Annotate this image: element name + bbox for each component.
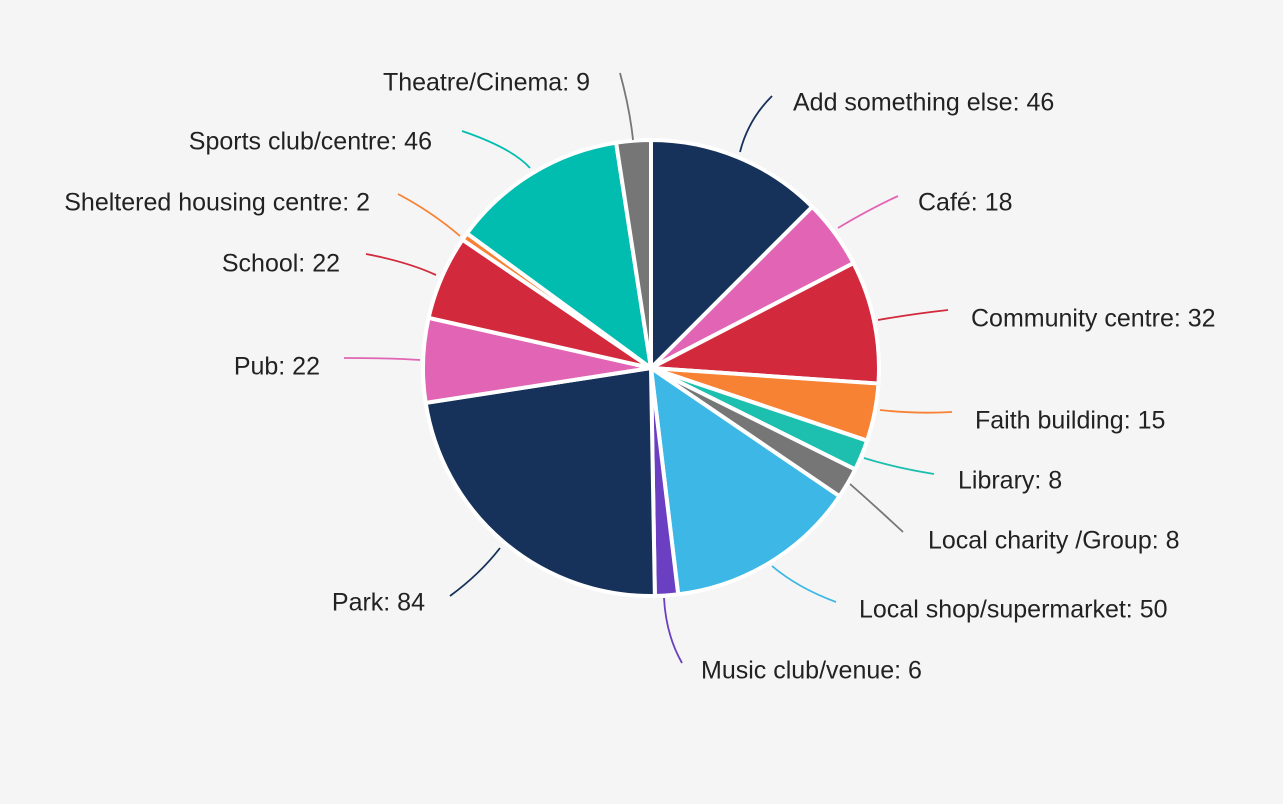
pie-slice-community-centre (649, 261, 881, 386)
slice-label-caf: Café: 18 (918, 189, 1013, 217)
leader-line-school (365, 253, 437, 276)
slice-label-library: Library: 8 (958, 467, 1062, 495)
leader-line-local-shop-supermarket (771, 565, 837, 603)
slice-label-faith-building: Faith building: 15 (975, 407, 1165, 435)
slice-label-theatre-cinema: Theatre/Cinema: 9 (383, 69, 590, 97)
leader-line-add-something-else (739, 95, 773, 153)
slice-label-park: Park: 84 (332, 589, 425, 617)
leader-line-park (449, 547, 501, 597)
leader-line-local-charity-group (849, 483, 904, 533)
leader-line-sports-club-centre (461, 130, 531, 169)
slice-label-pub: Pub: 22 (234, 353, 320, 381)
leader-line-sheltered-housing-centre (397, 193, 461, 237)
pie-slice-park (423, 366, 657, 598)
leader-line-music-club-venue (663, 597, 683, 664)
slice-labels: Add something else: 46 Café: 18 Community … (64, 69, 1215, 685)
leader-line-community-centre (877, 309, 949, 321)
slice-label-sports-club-centre: Sports club/centre: 46 (189, 128, 432, 156)
leader-line-library (863, 457, 935, 475)
slice-label-community-centre: Community centre: 32 (971, 305, 1216, 333)
pie-slice-theatre-cinema (614, 138, 653, 370)
slice-label-add-something-else: Add something else: 46 (793, 89, 1054, 117)
pie-slice-add-something-else (649, 138, 815, 370)
pie-slice-sports-club-centre (465, 140, 653, 370)
pie-slice-local-shop-supermarket (649, 366, 842, 597)
slice-label-music-club-venue: Music club/venue: 6 (701, 657, 922, 685)
pie-slices (421, 138, 881, 598)
leader-lines (343, 72, 953, 664)
leader-line-caf (837, 195, 899, 229)
slice-label-local-charity-group: Local charity /Group: 8 (928, 527, 1180, 555)
slice-label-sheltered-housing-centre: Sheltered housing centre: 2 (64, 189, 370, 217)
leader-line-theatre-cinema (619, 72, 634, 141)
leader-line-faith-building (879, 409, 953, 414)
slice-label-school: School: 22 (222, 250, 340, 278)
slice-label-local-shop-supermarket: Local shop/supermarket: 50 (859, 596, 1168, 624)
leader-line-pub (343, 357, 421, 361)
